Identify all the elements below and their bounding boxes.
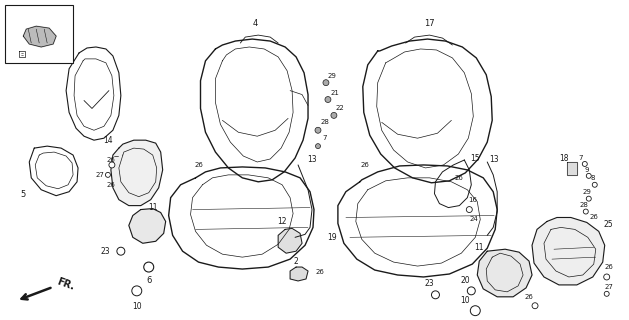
Circle shape xyxy=(331,112,337,118)
Text: 13: 13 xyxy=(307,156,317,164)
Text: 19: 19 xyxy=(327,233,337,242)
FancyBboxPatch shape xyxy=(6,5,73,63)
Circle shape xyxy=(315,127,321,133)
Text: 27: 27 xyxy=(96,172,104,178)
Circle shape xyxy=(144,262,153,272)
Polygon shape xyxy=(363,39,493,183)
Polygon shape xyxy=(567,162,577,175)
Text: 26: 26 xyxy=(316,269,325,275)
Circle shape xyxy=(593,182,598,187)
Text: 26: 26 xyxy=(455,175,464,181)
Text: 6: 6 xyxy=(146,276,152,285)
Circle shape xyxy=(582,162,587,166)
Text: 23: 23 xyxy=(425,279,434,288)
Circle shape xyxy=(325,97,331,102)
Text: 7: 7 xyxy=(323,135,327,141)
Polygon shape xyxy=(66,47,121,140)
Text: 22: 22 xyxy=(335,106,344,111)
Polygon shape xyxy=(435,160,471,208)
Text: 26: 26 xyxy=(106,182,115,188)
Polygon shape xyxy=(532,218,604,285)
Text: 12: 12 xyxy=(277,217,287,226)
Text: 29: 29 xyxy=(582,189,591,195)
Text: 26: 26 xyxy=(604,264,613,270)
Text: 28: 28 xyxy=(579,202,588,208)
Circle shape xyxy=(109,162,115,168)
Text: 23: 23 xyxy=(100,247,109,256)
Text: 24: 24 xyxy=(470,216,479,222)
Circle shape xyxy=(604,291,610,296)
Polygon shape xyxy=(290,267,308,281)
Text: 26: 26 xyxy=(360,162,369,168)
Circle shape xyxy=(470,306,481,316)
Text: 27: 27 xyxy=(604,284,613,290)
Text: 5: 5 xyxy=(21,190,26,199)
Text: 13: 13 xyxy=(489,156,499,164)
Text: 16: 16 xyxy=(468,197,477,203)
Text: 1: 1 xyxy=(36,8,42,17)
Circle shape xyxy=(132,286,142,296)
Text: FR.: FR. xyxy=(55,276,75,292)
Polygon shape xyxy=(23,26,56,47)
Circle shape xyxy=(586,196,591,201)
Text: 26: 26 xyxy=(589,214,598,220)
Text: 2: 2 xyxy=(294,257,298,266)
Circle shape xyxy=(466,207,472,212)
Circle shape xyxy=(586,173,591,178)
Text: 29: 29 xyxy=(328,73,337,79)
Text: 7: 7 xyxy=(579,155,583,161)
Text: 11: 11 xyxy=(148,203,157,212)
Circle shape xyxy=(323,80,329,86)
Polygon shape xyxy=(111,140,163,206)
Text: 9: 9 xyxy=(584,167,589,173)
Circle shape xyxy=(604,274,610,280)
Polygon shape xyxy=(477,249,532,297)
Circle shape xyxy=(467,287,476,295)
Text: 15: 15 xyxy=(470,154,480,163)
Polygon shape xyxy=(169,167,314,269)
Text: 14: 14 xyxy=(103,136,113,145)
Text: 3: 3 xyxy=(65,43,71,52)
Text: 17: 17 xyxy=(424,19,435,28)
Text: 18: 18 xyxy=(559,154,569,163)
Text: 10: 10 xyxy=(460,296,470,305)
Text: 4: 4 xyxy=(253,19,258,28)
Text: 26: 26 xyxy=(194,162,203,168)
Text: 20: 20 xyxy=(460,276,470,285)
Polygon shape xyxy=(129,209,165,243)
Circle shape xyxy=(106,172,111,177)
Text: 26: 26 xyxy=(525,294,533,300)
Text: 11: 11 xyxy=(474,243,484,252)
Text: 8: 8 xyxy=(591,175,595,181)
Text: 25: 25 xyxy=(604,220,613,229)
Circle shape xyxy=(431,291,440,299)
Text: 21: 21 xyxy=(330,90,340,96)
Polygon shape xyxy=(278,228,302,253)
Circle shape xyxy=(583,209,588,214)
Polygon shape xyxy=(338,165,497,277)
Circle shape xyxy=(532,303,538,309)
Text: 26: 26 xyxy=(106,157,115,163)
Text: 10: 10 xyxy=(132,302,142,311)
Polygon shape xyxy=(201,39,308,182)
Polygon shape xyxy=(30,146,78,196)
Circle shape xyxy=(117,247,125,255)
Text: 28: 28 xyxy=(321,119,330,125)
Circle shape xyxy=(316,144,320,148)
